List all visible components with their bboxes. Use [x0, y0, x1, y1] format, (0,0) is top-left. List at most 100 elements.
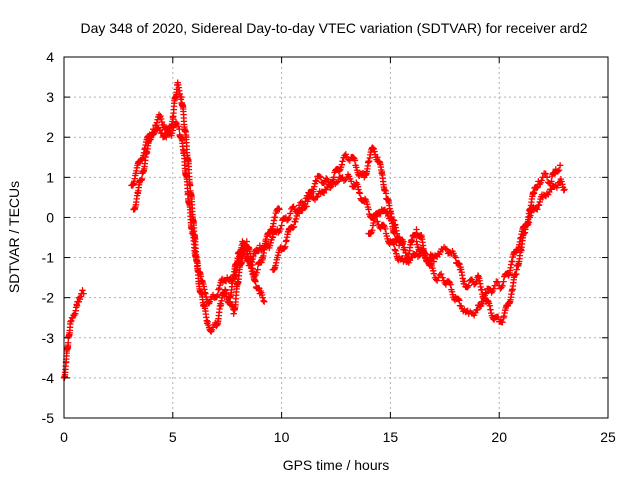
data-point — [474, 306, 481, 313]
data-point — [361, 195, 369, 203]
data-point — [342, 151, 349, 158]
data-point — [351, 157, 359, 164]
data-point — [380, 222, 388, 229]
data-point — [275, 229, 282, 236]
data-point — [79, 287, 86, 294]
data-point — [278, 222, 285, 229]
data-point — [554, 168, 562, 175]
series-group — [130, 79, 268, 335]
series-group — [413, 162, 564, 326]
data-point — [313, 194, 320, 201]
data-point — [244, 250, 251, 257]
data-point — [336, 167, 343, 174]
data-point — [175, 123, 182, 130]
data-point — [204, 318, 211, 325]
data-point — [253, 269, 260, 276]
x-tick-label: 25 — [600, 429, 616, 445]
data-points — [60, 79, 568, 382]
data-point — [163, 134, 170, 141]
y-tick-label: 0 — [46, 209, 54, 225]
data-point — [254, 266, 261, 273]
data-point — [282, 243, 289, 250]
x-axis-label: GPS time / hours — [283, 457, 390, 473]
y-axis-label: SDTVAR / TECUs — [6, 181, 22, 293]
data-point — [275, 205, 282, 212]
data-point — [259, 294, 266, 301]
y-tick-label: -1 — [42, 250, 55, 266]
data-point — [339, 158, 346, 165]
data-point — [215, 286, 222, 293]
y-tick-label: -5 — [42, 410, 55, 426]
data-point — [338, 161, 346, 168]
data-point — [161, 132, 169, 140]
data-point — [494, 313, 502, 321]
data-point — [252, 278, 259, 285]
data-point — [559, 181, 566, 188]
data-point — [465, 282, 472, 289]
data-point — [381, 206, 389, 213]
data-point — [456, 297, 463, 304]
data-point — [311, 183, 318, 190]
data-point — [363, 201, 371, 208]
data-point — [158, 130, 166, 137]
data-point — [258, 291, 266, 299]
data-point — [157, 115, 165, 123]
data-point — [152, 122, 160, 129]
data-point — [240, 251, 247, 258]
data-point — [317, 174, 324, 181]
data-point — [561, 186, 568, 193]
data-point — [422, 254, 429, 261]
data-point — [499, 282, 506, 289]
data-point — [80, 290, 87, 297]
data-point — [548, 186, 555, 193]
data-point — [542, 170, 549, 177]
data-point — [304, 194, 311, 201]
x-tick-label: 15 — [383, 429, 399, 445]
series-group — [128, 119, 283, 307]
y-tick-label: -4 — [42, 370, 55, 386]
y-tick-label: 2 — [46, 129, 54, 145]
data-point — [67, 318, 74, 325]
data-point — [543, 174, 551, 181]
data-point — [391, 246, 398, 253]
data-point — [399, 240, 407, 248]
data-point — [356, 189, 363, 196]
y-tick-label: 4 — [46, 49, 54, 65]
data-point — [325, 178, 332, 185]
data-point — [77, 293, 84, 300]
data-point — [421, 249, 428, 256]
data-point — [414, 253, 422, 260]
data-point — [316, 173, 323, 180]
data-point — [392, 247, 399, 254]
data-point — [302, 198, 309, 205]
data-point — [160, 121, 168, 129]
series-group — [365, 175, 568, 319]
data-point — [187, 182, 194, 189]
data-point — [326, 184, 334, 192]
data-point — [153, 119, 161, 126]
data-point — [259, 245, 267, 252]
data-point — [269, 234, 277, 241]
data-point — [286, 214, 293, 222]
data-point — [356, 190, 364, 197]
x-tick-label: 5 — [169, 429, 177, 445]
data-point — [402, 249, 409, 257]
data-point — [445, 278, 453, 286]
data-point — [157, 112, 164, 120]
data-point — [267, 239, 274, 246]
data-point — [370, 145, 377, 152]
data-point — [277, 225, 284, 233]
data-point — [178, 93, 185, 101]
x-tick-labels: 0 5 10 15 20 25 — [60, 429, 616, 445]
data-point — [299, 207, 306, 214]
data-point — [248, 258, 256, 266]
series-group — [226, 171, 438, 301]
data-point — [271, 214, 279, 221]
data-point — [437, 270, 445, 278]
data-point — [68, 317, 75, 325]
data-point — [534, 206, 541, 213]
data-point — [535, 201, 543, 209]
data-point — [329, 179, 336, 186]
data-point — [555, 166, 563, 174]
